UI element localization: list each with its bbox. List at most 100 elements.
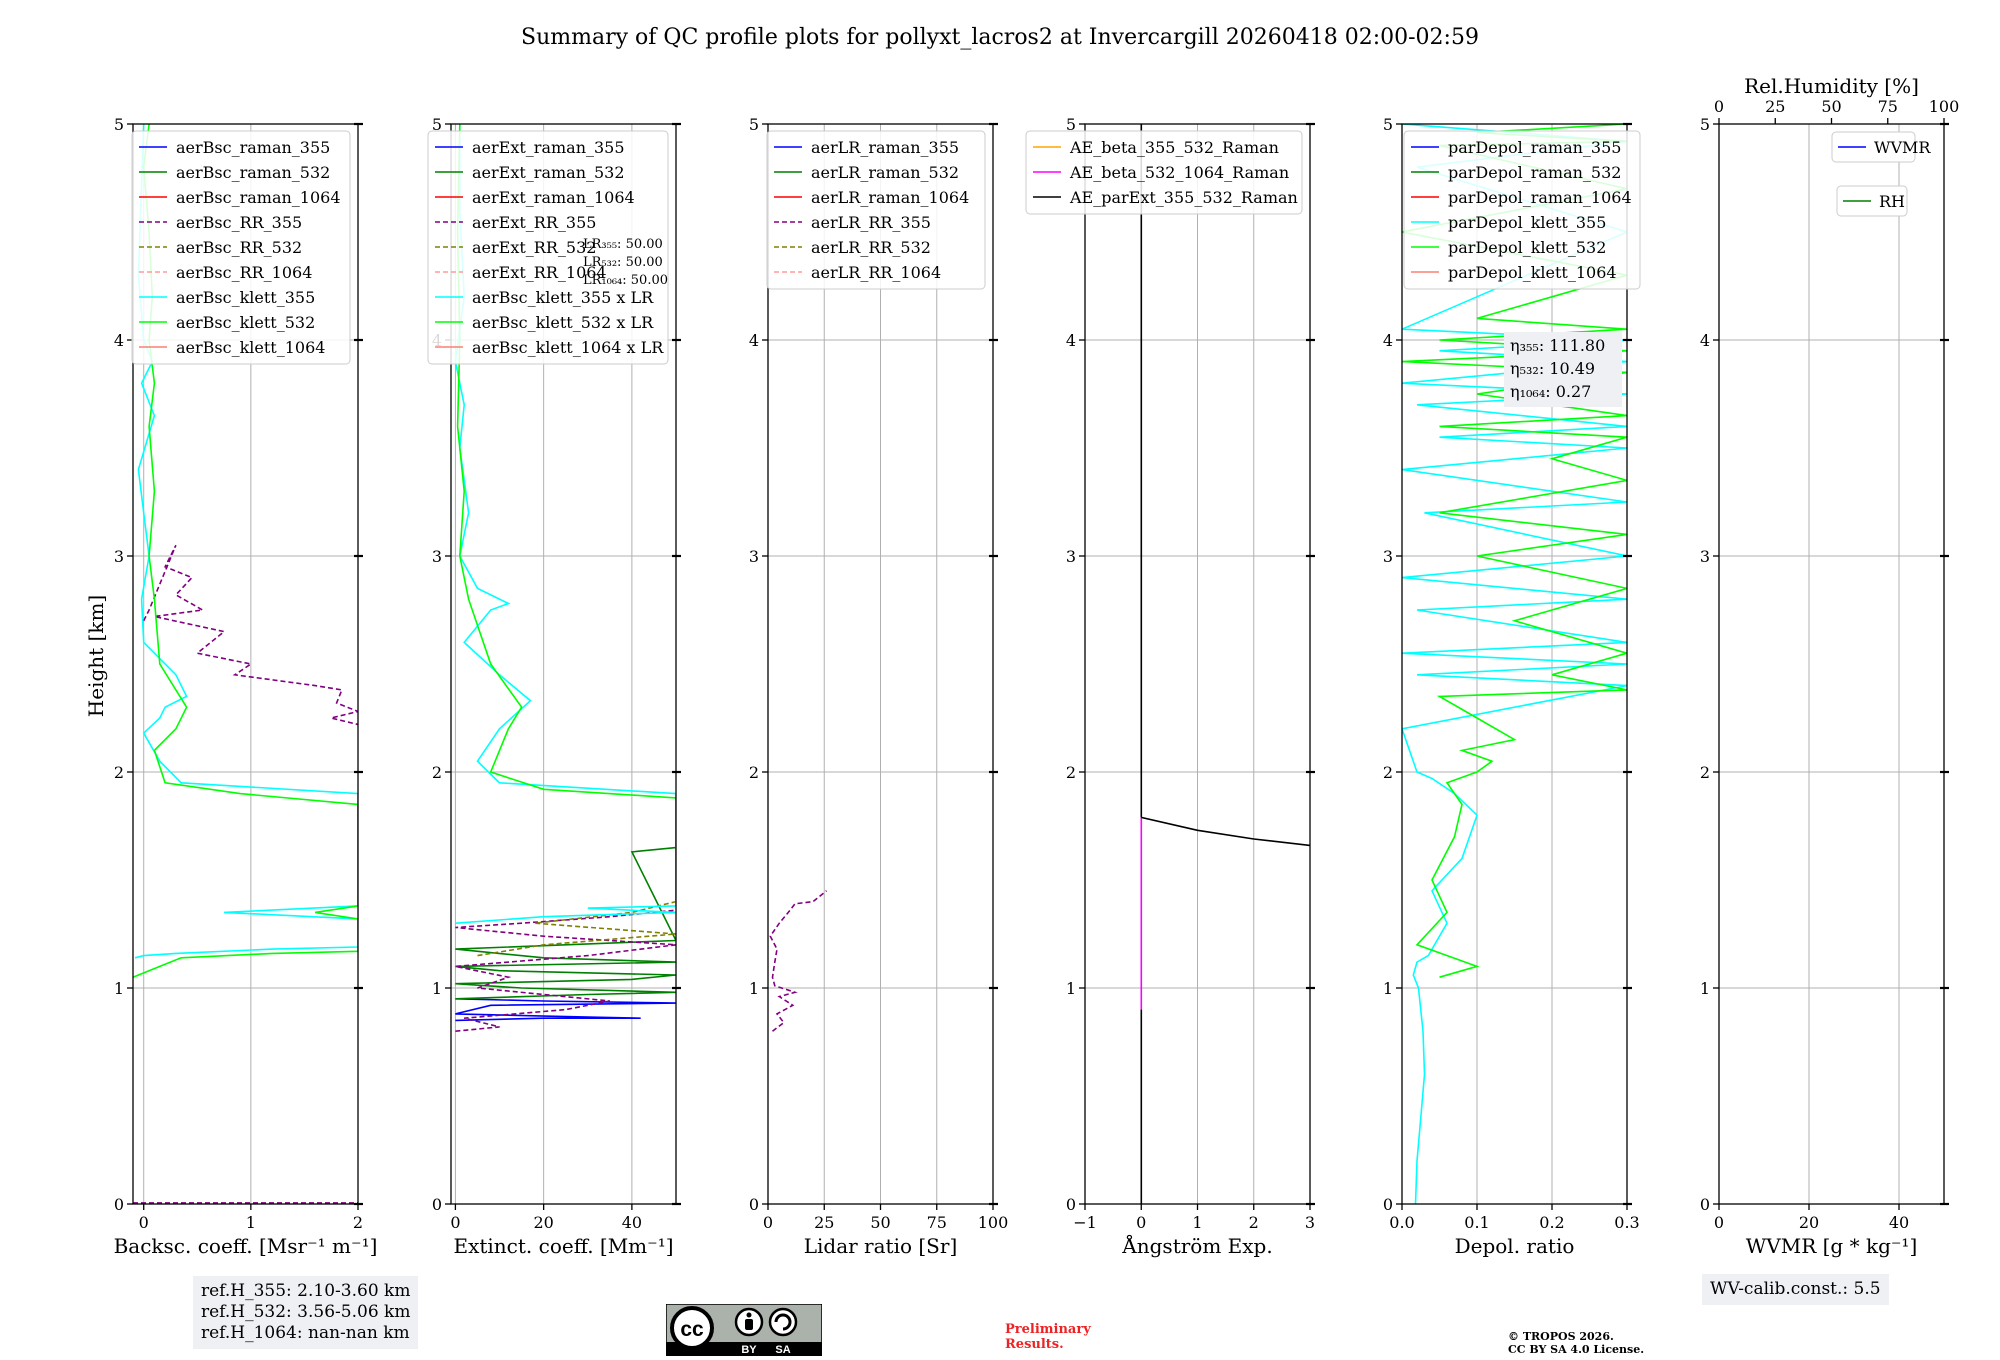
y-tick-label: 5 xyxy=(1066,115,1076,134)
y-tick-label: 0 xyxy=(1700,1195,1710,1214)
legend-entry: aerExt_RR_532 xyxy=(472,238,596,257)
legend-box xyxy=(1836,185,1908,217)
series-line-aerext-raman-532 xyxy=(455,846,676,1000)
cc-by-sa-license-badge: cc BY SA xyxy=(666,1304,822,1356)
legend-entry: AE_parExt_355_532_Raman xyxy=(1069,188,1298,207)
wv-calib-box: WV-calib.const.: 5.5 xyxy=(1702,1274,1889,1305)
x-axis-label: Depol. ratio xyxy=(1455,1234,1575,1258)
x-tick-label: 100 xyxy=(978,1213,1009,1232)
copyright-line: © TROPOS 2026. xyxy=(1508,1330,1614,1343)
x-tick-label: 1 xyxy=(246,1213,256,1232)
x-tick-label: 20 xyxy=(533,1213,553,1232)
y-tick-label: 2 xyxy=(1066,763,1076,782)
legend-entry: AE_beta_532_1064_Raman xyxy=(1069,163,1289,182)
top-tick-label: 0 xyxy=(1714,97,1724,116)
legend-entry: aerLR_RR_1064 xyxy=(811,263,941,282)
y-tick-label: 2 xyxy=(432,763,442,782)
legend-entry: aerExt_RR_355 xyxy=(472,213,596,232)
legend-entry: aerBsc_klett_1064 x LR xyxy=(472,338,664,357)
license-line: CC BY SA 4.0 License. xyxy=(1508,1343,1645,1356)
series-line-aerbsc-klett-355-x-lr xyxy=(454,124,676,924)
legend-entry: aerBsc_raman_532 xyxy=(176,163,330,182)
y-tick-label: 1 xyxy=(1700,979,1710,998)
eta-annotation: η₅₃₂: 10.49 xyxy=(1510,359,1595,378)
legend: parDepol_raman_355 parDepol_raman_532 parD… xyxy=(1403,130,1641,290)
ref-height-1064: ref.H_1064: nan-nan km xyxy=(201,1323,410,1343)
legend-entry: aerLR_RR_355 xyxy=(811,213,931,232)
y-tick-label: 3 xyxy=(114,547,124,566)
panel-lr: 0 25 50 75 100 0 1 2 3 4 5 Lidar ratio [Sr] aerLR_ra… xyxy=(749,115,1008,1258)
legend-entry: aerBsc_RR_355 xyxy=(176,213,302,232)
legend-entry: parDepol_raman_532 xyxy=(1448,163,1621,182)
y-tick-label: 3 xyxy=(1700,547,1710,566)
panel-wv: 0 20 40 0 1 2 3 4 5 WVMR [g * kg⁻¹] 0 25 50 75 100 Rel.… xyxy=(1700,74,1959,1258)
legend-entry: WVMR xyxy=(1874,138,1931,157)
y-tick-label: 2 xyxy=(749,763,759,782)
ref-height-355: ref.H_355: 2.10-3.60 km xyxy=(201,1281,411,1301)
y-tick-label: 5 xyxy=(432,115,442,134)
x-tick-label: 75 xyxy=(927,1213,947,1232)
x-tick-label: 40 xyxy=(622,1213,642,1232)
top-tick-label: 100 xyxy=(1929,97,1960,116)
legend-box xyxy=(1831,131,1916,163)
series-line-aerext-raman-355 xyxy=(455,998,676,1022)
legend-box xyxy=(131,130,351,365)
annotation-box: η₃₅₅: 111.80 η₅₃₂: 10.49 η₁₀₆₄: 0.27 xyxy=(1504,332,1622,407)
x-tick-label: 20 xyxy=(1799,1213,1819,1232)
y-tick-label: 1 xyxy=(1383,979,1393,998)
x-tick-label: 0 xyxy=(1714,1213,1724,1232)
x-tick-label: 40 xyxy=(1889,1213,1909,1232)
y-tick-label: 2 xyxy=(1700,763,1710,782)
y-tick-label: 4 xyxy=(114,331,124,350)
x-tick-label: 1 xyxy=(1192,1213,1202,1232)
legend-entry: RH xyxy=(1879,192,1905,211)
y-tick-label: 0 xyxy=(1383,1195,1393,1214)
legend-box xyxy=(427,130,669,365)
y-tick-label: 4 xyxy=(1383,331,1393,350)
top-tick-label: 75 xyxy=(1878,97,1898,116)
figure-title: Summary of QC profile plots for pollyxt_… xyxy=(521,25,1479,50)
by-text: BY xyxy=(741,1344,757,1356)
y-tick-label: 1 xyxy=(1066,979,1076,998)
eta-annotation: η₁₀₆₄: 0.27 xyxy=(1510,382,1591,401)
y-tick-label: 5 xyxy=(1383,115,1393,134)
legend-entry: parDepol_raman_1064 xyxy=(1448,188,1632,207)
series-line-pardepol-klett-355 xyxy=(1402,124,1627,1204)
legend-entry: aerBsc_raman_1064 xyxy=(176,188,341,207)
x-tick-label: 2 xyxy=(353,1213,363,1232)
y-tick-label: 3 xyxy=(1383,547,1393,566)
x-tick-label: 0.0 xyxy=(1389,1213,1414,1232)
legend-entry: aerLR_raman_1064 xyxy=(811,188,969,207)
top-tick-label: 25 xyxy=(1765,97,1785,116)
axes-frame xyxy=(450,123,677,1205)
x-axis-label: Lidar ratio [Sr] xyxy=(804,1234,958,1258)
sa-text: SA xyxy=(775,1344,790,1356)
x-tick-label: 0.2 xyxy=(1539,1213,1564,1232)
ref-heights-box: ref.H_355: 2.10-3.60 km ref.H_532: 3.56-… xyxy=(193,1276,419,1349)
x-tick-label: 3 xyxy=(1305,1213,1315,1232)
x-tick-label: 0.1 xyxy=(1464,1213,1489,1232)
axes-frame xyxy=(1718,123,1945,1205)
y-tick-label: 2 xyxy=(114,763,124,782)
x-tick-label: 0 xyxy=(1136,1213,1146,1232)
legend-box xyxy=(1403,130,1641,290)
legend-entry: aerBsc_klett_1064 xyxy=(176,338,325,357)
y-tick-label: 2 xyxy=(1383,763,1393,782)
legend: aerLR_raman_355 aerLR_raman_532 aerLR_rama… xyxy=(766,130,986,290)
x-axis-label: WVMR [g * kg⁻¹] xyxy=(1746,1234,1918,1258)
copyright-note: © TROPOS 2026. CC BY SA 4.0 License. xyxy=(1508,1330,1644,1356)
legend-entry: aerLR_RR_532 xyxy=(811,238,931,257)
legend-entry: aerExt_raman_355 xyxy=(472,138,625,157)
y-tick-label: 3 xyxy=(1066,547,1076,566)
axes-frame xyxy=(132,123,359,1205)
series-line-aerlr-rr-355 xyxy=(769,890,827,1032)
annotation-bg xyxy=(1504,332,1622,407)
series-line-aerbsc-klett-355 xyxy=(134,124,358,959)
legend-box xyxy=(1025,130,1303,215)
panel-ext: 02040012345Extinct. coeff. [Mm⁻¹]aerExt_… xyxy=(427,115,681,1258)
series-line-ae-parext-355-532-raman-curve xyxy=(1141,816,1310,847)
y-tick-label: 0 xyxy=(749,1195,759,1214)
legend-entry: parDepol_klett_532 xyxy=(1448,238,1606,257)
